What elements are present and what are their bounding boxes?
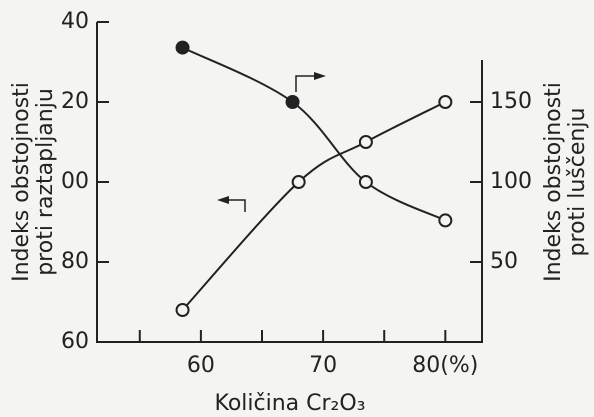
- point: [175, 40, 190, 55]
- y-tick-label: 00: [61, 169, 89, 194]
- y2-axis-label-line: proti luščenju: [565, 108, 590, 257]
- arrow-left-head: [217, 196, 229, 204]
- arrow-right-head: [314, 72, 326, 80]
- y2-tick-label: 100: [490, 169, 532, 194]
- y2-tick-label: 50: [490, 249, 518, 274]
- point: [358, 175, 373, 189]
- x-tick-label: 80(%): [412, 353, 478, 378]
- y-tick-label: 80: [61, 249, 89, 274]
- point: [438, 213, 453, 228]
- y-tick-label: 40: [61, 9, 89, 34]
- y-axis-label: Indeks obstojnosti proti raztapljanju: [9, 82, 58, 282]
- arrow-left: [227, 199, 246, 212]
- point: [175, 303, 190, 317]
- y2-tick-label: 150: [490, 89, 532, 114]
- point: [291, 175, 306, 189]
- x-axis-label: Količina Cr₂O₃: [214, 391, 365, 416]
- series-line: [181, 101, 446, 311]
- y-axis-label-line: Indeks obstojnosti: [9, 82, 34, 282]
- y-tick-label: 60: [61, 329, 89, 354]
- y-tick-label: 20: [61, 89, 89, 114]
- x-tick-label: 60: [187, 353, 215, 378]
- point: [438, 95, 453, 109]
- point: [285, 95, 300, 109]
- series-line: [182, 46, 446, 222]
- axes-frame: [96, 22, 483, 343]
- arrow-right: [295, 75, 318, 92]
- y-axis-label-line: proti raztapljanju: [33, 88, 58, 276]
- point: [358, 135, 373, 149]
- x-tick-label: 70: [309, 353, 337, 378]
- y2-axis-label-line: Indeks obstojnosti: [541, 82, 566, 282]
- y2-axis-label: Indeks obstojnosti proti luščenju: [541, 82, 590, 282]
